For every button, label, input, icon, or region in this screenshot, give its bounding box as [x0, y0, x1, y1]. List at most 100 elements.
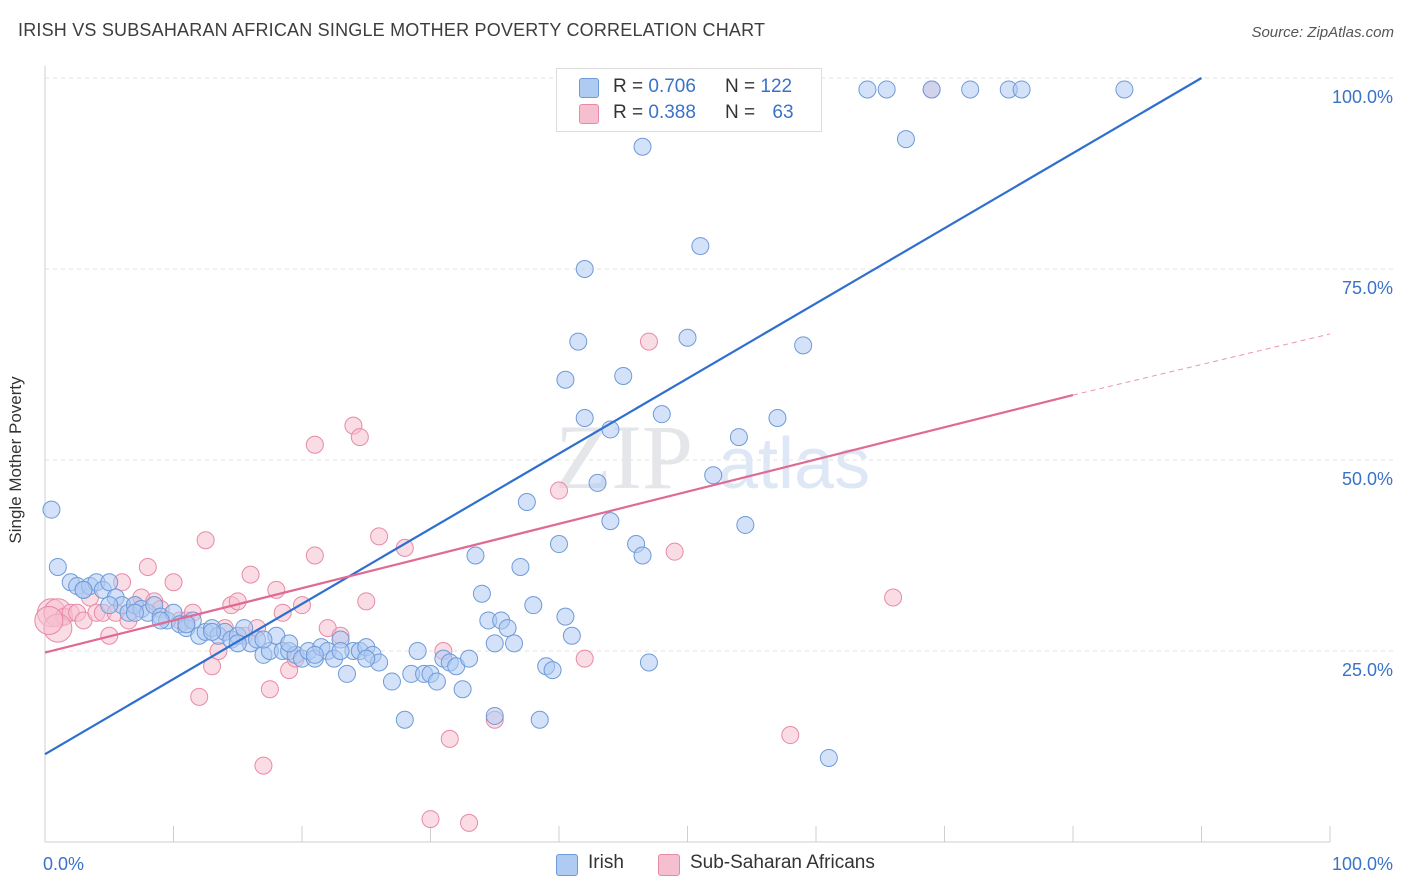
- y-tick-label-75: 75.0%: [1342, 278, 1393, 298]
- irish-point-72: [517, 493, 536, 512]
- ssa-swatch: [579, 104, 599, 124]
- axes: [44, 66, 1331, 843]
- ssa-point-39: [305, 435, 324, 454]
- irish-point-0: [42, 500, 61, 519]
- ssa-point-24: [203, 657, 222, 676]
- irish-point-61: [460, 649, 479, 668]
- irish-n-value: 122: [760, 76, 793, 97]
- irish-point-83: [575, 260, 594, 278]
- ssa-point-62: [34, 605, 64, 635]
- x-tick-label-min: 0.0%: [43, 854, 84, 874]
- tick-labels: 25.0% 50.0% 75.0% 100.0% 0.0% 100.0%: [43, 87, 1393, 874]
- irish-point-101: [819, 748, 838, 767]
- irish-point-90: [633, 546, 652, 565]
- watermark-zip: ZIP: [555, 406, 693, 508]
- irish-point-94: [691, 237, 710, 256]
- irish-point-45: [337, 664, 356, 683]
- ssa-point-30: [241, 565, 260, 584]
- irish-point-74: [530, 710, 549, 729]
- irish-point-68: [485, 706, 504, 725]
- irish-point-62: [453, 680, 472, 699]
- irish-point-78: [556, 607, 575, 626]
- irish-point-93: [678, 328, 697, 347]
- irish-point-70: [505, 634, 524, 653]
- ssa-point-18: [164, 573, 183, 592]
- ssa-point-53: [550, 481, 568, 500]
- irish-point-73: [524, 596, 543, 615]
- ssa-point-45: [357, 592, 376, 611]
- irish-point-121: [357, 649, 376, 668]
- irish-point-108: [1012, 80, 1031, 99]
- ssa-legend-swatch: [658, 854, 680, 876]
- ssa-point-33: [260, 680, 279, 699]
- irish-swatch: [579, 78, 599, 98]
- ssa-point-48: [421, 810, 440, 829]
- irish-point-113: [151, 611, 170, 630]
- ssa-point-40: [305, 546, 324, 565]
- irish-point-117: [254, 630, 273, 649]
- irish-point-57: [427, 672, 446, 691]
- irish-point-115: [203, 622, 222, 641]
- irish-point-52: [395, 710, 414, 729]
- ssa-r: R = 0.388: [613, 102, 696, 123]
- irish-point-91: [639, 653, 658, 672]
- irish-point-114: [177, 615, 196, 634]
- ssa-point-55: [639, 332, 658, 351]
- irish-legend-swatch: [556, 854, 578, 876]
- irish-point-84: [588, 473, 607, 492]
- irish-point-69: [498, 619, 517, 638]
- ssa-point-57: [781, 726, 800, 745]
- ssa-point-44: [350, 428, 369, 447]
- ssa-point-46: [370, 527, 389, 546]
- ssa-n: N = 63: [725, 102, 794, 123]
- irish-point-104: [896, 130, 915, 149]
- trend-lines: [44, 77, 1331, 756]
- irish-point-54: [408, 642, 427, 660]
- irish-r: R = 0.706: [613, 76, 696, 97]
- ssa-point-51: [460, 813, 479, 832]
- ssa-trend-extension: [1072, 333, 1331, 396]
- ssa-point-56: [665, 542, 684, 561]
- irish-point-71: [511, 557, 530, 576]
- irish-point-63: [466, 546, 485, 565]
- ssa-point-58: [884, 588, 903, 607]
- irish-point-106: [961, 80, 980, 99]
- irish-point-82: [575, 408, 594, 427]
- irish-point-92: [652, 405, 671, 424]
- x-tick-label-max: 100.0%: [1332, 854, 1393, 874]
- irish-point-103: [877, 80, 896, 99]
- ssa-point-54: [575, 649, 594, 668]
- irish-point-64: [472, 584, 491, 603]
- irish-points: [42, 80, 1134, 767]
- source-label: Source: ZipAtlas.com: [1251, 24, 1394, 41]
- irish-point-118: [280, 634, 299, 653]
- y-tick-label-100: 100.0%: [1332, 87, 1393, 107]
- irish-point-51: [382, 672, 401, 691]
- irish-point-96: [729, 428, 748, 447]
- irish-point-66: [485, 634, 504, 653]
- irish-point-76: [543, 661, 562, 680]
- ssa-point-22: [190, 687, 209, 706]
- irish-point-102: [858, 80, 877, 99]
- irish-point-85: [601, 512, 620, 531]
- irish-point-110: [74, 580, 93, 599]
- stats-legend: R = 0.706 N = 122 R = 0.388 N = 63: [556, 68, 822, 132]
- irish-point-80: [556, 370, 575, 389]
- irish-legend-label: Irish: [588, 852, 624, 873]
- irish-r-value: 0.706: [648, 76, 696, 97]
- ssa-point-28: [228, 592, 247, 611]
- y-tick-label-25: 25.0%: [1342, 660, 1393, 680]
- irish-point-8: [100, 573, 119, 592]
- ssa-point-32: [254, 756, 273, 775]
- y-tick-label-50: 50.0%: [1342, 469, 1393, 489]
- ssa-trend-line: [44, 393, 1074, 654]
- ssa-n-value: 63: [772, 102, 794, 123]
- irish-point-89: [633, 137, 652, 156]
- ssa-legend-label: Sub-Saharan Africans: [690, 852, 875, 873]
- irish-trend-line: [44, 77, 1203, 756]
- irish-point-81: [569, 332, 588, 351]
- irish-point-100: [794, 336, 813, 355]
- ssa-point-50: [440, 729, 459, 748]
- irish-point-120: [331, 642, 350, 660]
